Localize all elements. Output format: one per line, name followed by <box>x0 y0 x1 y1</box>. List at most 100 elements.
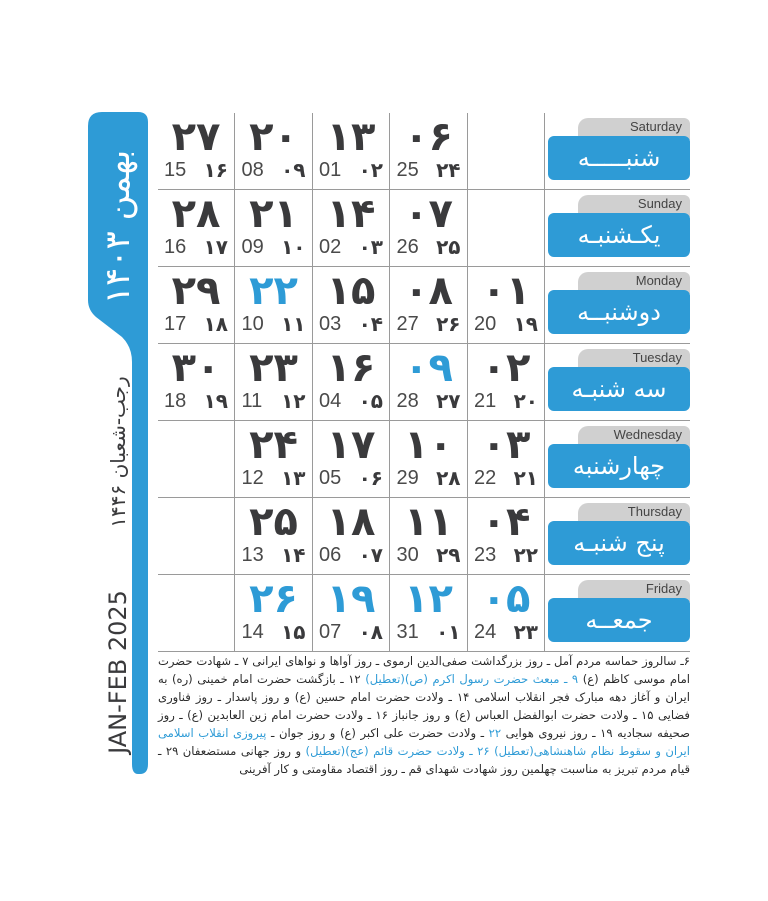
persian-day: ۲۲ <box>249 268 299 314</box>
gregorian-day: 13 <box>241 544 264 566</box>
date-cell[interactable]: ۱۷ 05 ۰۶ <box>313 421 390 497</box>
date-cell[interactable]: ۰۴ 23 ۲۲ <box>468 498 545 574</box>
week-row-thursday: ۲۵ 13 ۱۴ ۱۸ 06 ۰۷ ۱۱ 30 ۲۹ ۰۴ 23 ۲۲ Thursday پنج شنبـ… <box>158 498 690 575</box>
holiday-note: پیروزی انقلاب اسلامی ایران و سقوط نظام ش… <box>158 726 690 758</box>
persian-day: ۰۴ <box>481 499 532 545</box>
hijri-day: ۱۶ <box>203 158 228 182</box>
secondary-dates: 18 ۱۹ <box>164 388 228 414</box>
hijri-day: ۱۸ <box>203 312 228 336</box>
secondary-dates: 26 ۲۵ <box>397 234 461 260</box>
hijri-day: ۰۱ <box>436 620 461 644</box>
persian-day: ۱۱ <box>404 499 454 545</box>
date-cell[interactable]: ۲۲ 10 ۱۱ <box>236 267 313 343</box>
secondary-dates: 30 ۲۹ <box>397 542 461 568</box>
gregorian-day: 04 <box>319 390 342 412</box>
secondary-dates: 17 ۱۸ <box>164 311 228 337</box>
secondary-dates: 04 ۰۵ <box>319 388 383 414</box>
weekday-label: Saturday شنبـــــه <box>548 118 690 182</box>
secondary-dates: 29 ۲۸ <box>397 465 461 491</box>
gregorian-day: 23 <box>474 544 497 566</box>
date-cell[interactable]: ۲۱ 09 ۱۰ <box>236 190 313 266</box>
week-row-monday: ۲۹ 17 ۱۸ ۲۲ 10 ۱۱ ۱۵ 03 ۰۴ ۰۸ 27 ۲۶ ۰۱ 20 ۱۹ Monday دوشن… <box>158 267 690 344</box>
gregorian-day: 12 <box>241 467 264 489</box>
secondary-dates: 01 ۰۲ <box>319 157 383 183</box>
weekday-english: Tuesday <box>578 349 690 371</box>
gregorian-day: 26 <box>396 236 419 258</box>
gregorian-day: 18 <box>164 390 187 412</box>
gregorian-day: 29 <box>396 467 419 489</box>
sidebar-banner: بهمن ۱۴۰۳ رجب-شعبان ۱۴۴۶ JAN-FEB 2025 <box>88 112 150 774</box>
date-cell[interactable]: ۲۶ 14 ۱۵ <box>236 575 313 651</box>
secondary-dates: 10 ۱۱ <box>242 311 306 337</box>
secondary-dates: 28 ۲۷ <box>397 388 461 414</box>
date-cell[interactable]: ۱۳ 01 ۰۲ <box>313 113 390 189</box>
hijri-day: ۲۲ <box>513 543 538 567</box>
date-cell[interactable]: ۱۹ 07 ۰۸ <box>313 575 390 651</box>
hijri-day: ۱۲ <box>281 389 306 413</box>
gregorian-day: 20 <box>474 313 497 335</box>
events-notes: ۶ـ سالروز حماسه مردم آمل ـ روز بزرگداشت … <box>158 652 690 778</box>
persian-day: ۰۷ <box>404 191 454 237</box>
hijri-day: ۲۷ <box>436 389 461 413</box>
week-row-tuesday: ۳۰ 18 ۱۹ ۲۳ 11 ۱۲ ۱۶ 04 ۰۵ ۰۹ 28 ۲۷ ۰۲ 21 ۲۰ Tuesday سه … <box>158 344 690 421</box>
date-cell[interactable]: ۱۴ 02 ۰۳ <box>313 190 390 266</box>
hijri-day: ۱۴ <box>281 543 306 567</box>
gregorian-day: 21 <box>474 390 497 412</box>
empty-cell <box>158 421 235 497</box>
persian-day: ۲۳ <box>249 345 299 391</box>
date-cell[interactable]: ۰۶ 25 ۲۴ <box>391 113 468 189</box>
weekday-label: Friday جمعــه <box>548 580 690 644</box>
event-note: و روز جهانی مستضعفان ۲۹ ـ قیام مردم تبری… <box>158 744 690 776</box>
hijri-day: ۰۴ <box>358 312 383 336</box>
persian-day: ۲۱ <box>249 191 299 237</box>
week-row-saturday: ۲۷ 15 ۱۶ ۲۰ 08 ۰۹ ۱۳ 01 ۰۲ ۰۶ 25 ۲۴ Saturday شنبـــــ… <box>158 113 690 190</box>
hijri-day: ۲۰ <box>513 389 538 413</box>
secondary-dates: 14 ۱۵ <box>242 619 306 645</box>
persian-day: ۰۶ <box>404 114 454 160</box>
date-cell[interactable]: ۲۷ 15 ۱۶ <box>158 113 235 189</box>
weekday-label: Wednesday چهارشنبه <box>548 426 690 490</box>
date-cell[interactable]: ۱۵ 03 ۰۴ <box>313 267 390 343</box>
date-cell[interactable]: ۲۸ 16 ۱۷ <box>158 190 235 266</box>
date-cell[interactable]: ۲۳ 11 ۱۲ <box>236 344 313 420</box>
date-cell[interactable]: ۱۲ 31 ۰۱ <box>391 575 468 651</box>
secondary-dates: 15 ۱۶ <box>164 157 228 183</box>
date-cell[interactable]: ۱۱ 30 ۲۹ <box>391 498 468 574</box>
persian-day: ۲۵ <box>249 499 299 545</box>
weekday-persian: چهارشنبه <box>548 444 690 488</box>
gregorian-day: 01 <box>319 159 342 181</box>
date-cell[interactable]: ۲۹ 17 ۱۸ <box>158 267 235 343</box>
date-cell[interactable]: ۳۰ 18 ۱۹ <box>158 344 235 420</box>
hijri-day: ۱۱ <box>281 312 306 336</box>
date-cell[interactable]: ۲۰ 08 ۰۹ <box>236 113 313 189</box>
hijri-day: ۱۹ <box>203 389 228 413</box>
persian-day: ۱۰ <box>404 422 454 468</box>
hijri-day: ۲۵ <box>436 235 461 259</box>
date-cell[interactable]: ۱۰ 29 ۲۸ <box>391 421 468 497</box>
weekday-persian: پنج شنبـه <box>548 521 690 565</box>
secondary-dates: 07 ۰۸ <box>319 619 383 645</box>
hijri-day: ۱۰ <box>281 235 306 259</box>
date-cell[interactable]: ۰۲ 21 ۲۰ <box>468 344 545 420</box>
secondary-dates: 23 ۲۲ <box>474 542 538 568</box>
weekday-english: Wednesday <box>578 426 690 448</box>
date-cell[interactable]: ۰۷ 26 ۲۵ <box>391 190 468 266</box>
date-cell[interactable]: ۰۳ 22 ۲۱ <box>468 421 545 497</box>
hijri-day: ۰۸ <box>358 620 383 644</box>
date-cell[interactable]: ۲۴ 12 ۱۳ <box>236 421 313 497</box>
weekday-english: Sunday <box>578 195 690 217</box>
date-cell[interactable]: ۱۸ 06 ۰۷ <box>313 498 390 574</box>
gregorian-day: 05 <box>319 467 342 489</box>
persian-day: ۱۶ <box>326 345 377 391</box>
date-cell[interactable]: ۲۵ 13 ۱۴ <box>236 498 313 574</box>
date-cell[interactable]: ۰۱ 20 ۱۹ <box>468 267 545 343</box>
secondary-dates: 16 ۱۷ <box>164 234 228 260</box>
date-cell[interactable]: ۰۹ 28 ۲۷ <box>391 344 468 420</box>
date-cell[interactable]: ۰۸ 27 ۲۶ <box>391 267 468 343</box>
gregorian-day: 09 <box>241 236 264 258</box>
persian-day: ۱۳ <box>326 114 377 160</box>
date-cell[interactable]: ۱۶ 04 ۰۵ <box>313 344 390 420</box>
weekday-label: Tuesday سه شنبـه <box>548 349 690 413</box>
date-cell[interactable]: ۰۵ 24 ۲۳ <box>468 575 545 651</box>
gregorian-day: 28 <box>396 390 419 412</box>
